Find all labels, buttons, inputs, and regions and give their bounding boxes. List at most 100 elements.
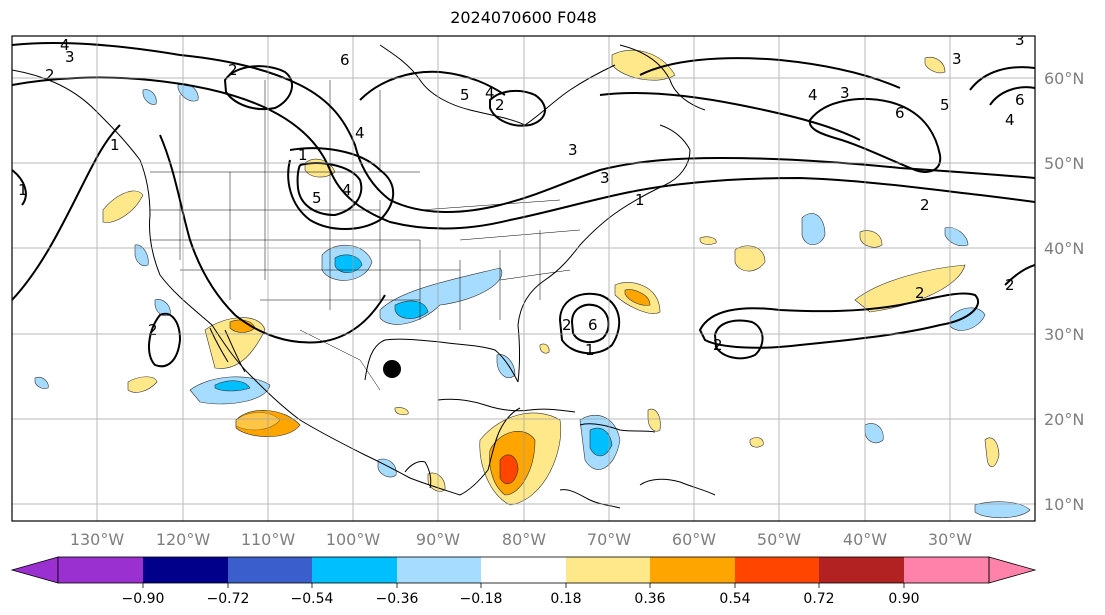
contour-label: 1	[585, 341, 595, 359]
shaded-anomaly-fields	[34, 49, 1031, 519]
pos-area-atlantic-c	[734, 245, 766, 272]
colorbar-segment	[650, 557, 735, 583]
contour-label: 1	[110, 136, 120, 154]
colorbar-tick-label: −0.18	[460, 591, 503, 607]
pos-area-east-n	[924, 57, 946, 74]
lon-label: 60°W	[672, 530, 716, 549]
latitude-labels: 60°N 50°N 40°N 30°N 20°N 10°N	[1044, 69, 1084, 514]
contour-label: 5	[460, 86, 470, 104]
colorbar-tick-label: −0.72	[207, 591, 250, 607]
contour-label: 1	[18, 181, 28, 199]
gridlines	[12, 36, 1035, 521]
lon-label: 110°W	[241, 530, 296, 549]
pos-area-greenland	[611, 49, 676, 81]
colorbar-tick-label: 0.36	[634, 591, 665, 607]
contour-label: 2	[713, 336, 723, 354]
contour-label: 5	[312, 189, 322, 207]
lon-label: 50°W	[757, 530, 801, 549]
political-boundaries	[150, 80, 581, 391]
pos-area-misc-9	[749, 437, 764, 448]
colorbar-tick-label: −0.36	[376, 591, 419, 607]
lat-label: 30°N	[1044, 325, 1084, 344]
contour-label: 6	[588, 316, 598, 334]
neg-area-bc	[142, 89, 157, 105]
contour-label: 2	[45, 66, 55, 84]
pos-area-misc-8	[699, 236, 717, 245]
colorbar-tick-label: 0.72	[803, 591, 834, 607]
lon-label: 120°W	[156, 530, 211, 549]
colorbar-segment	[904, 557, 989, 583]
contour-label: 3	[65, 48, 75, 66]
contour-label: 2	[920, 196, 930, 214]
pos-area-pacific-s	[127, 376, 158, 393]
map-title: 2024070600 F048	[450, 8, 597, 27]
contour-label: 1	[635, 191, 645, 209]
colorbar-ticks	[142, 583, 905, 588]
contour-labels: 4 3 2 2 6 5 4 2 3 4 1 5 4 1 2 3 1 3 4 3 …	[18, 36, 1025, 359]
coastlines	[12, 44, 716, 509]
contour-lines	[12, 42, 1035, 368]
colorbar-segment	[143, 557, 228, 583]
lon-label: 30°W	[928, 530, 972, 549]
colorbar: −0.90 −0.72 −0.54 −0.36 −0.18 0.18 0.36 …	[10, 556, 1037, 607]
contour-label: 2	[228, 61, 238, 79]
map-frame	[11, 35, 1036, 522]
contour-label: 2	[562, 316, 572, 334]
storm-center-marker	[383, 360, 401, 378]
lat-label: 60°N	[1044, 69, 1084, 88]
lon-label: 100°W	[326, 530, 381, 549]
contour-label: 4	[808, 86, 818, 104]
contour-label: 6	[340, 51, 350, 69]
neg-area-mexico-sw-core	[214, 380, 251, 392]
colorbar-segment	[58, 557, 143, 583]
lon-label: 130°W	[70, 530, 125, 549]
contour-label: 6	[1015, 91, 1025, 109]
lat-label: 10°N	[1044, 495, 1084, 514]
neg-area-misc-2	[944, 227, 969, 247]
colorbar-extend-high	[988, 556, 1037, 584]
colorbar-extend-low	[10, 556, 59, 584]
contour-label: 5	[940, 96, 950, 114]
colorbar-segment	[397, 557, 481, 583]
contour-label: 4	[355, 124, 365, 142]
contour-label: 3	[600, 169, 610, 187]
colorbar-tick-label: −0.90	[122, 591, 165, 607]
colorbar-tick-label: 0.90	[888, 591, 919, 607]
contour-label: 2	[148, 321, 158, 339]
colorbar-segment	[312, 557, 397, 583]
neg-area-misc-11	[134, 244, 149, 267]
neg-area-misc-10	[34, 377, 49, 389]
colorbar-segment	[481, 557, 566, 583]
pos-area-misc-6	[647, 408, 661, 432]
neg-area-mid-atlantic	[949, 307, 986, 331]
colorbar-tick-label: 0.54	[719, 591, 750, 607]
neg-area-hispaniola-core	[589, 427, 613, 457]
neg-area-east-end	[974, 501, 1031, 519]
neg-area-misc-1	[864, 423, 884, 444]
neg-area-misc-7	[496, 354, 516, 379]
longitude-labels: 130°W 120°W 110°W 100°W 90°W 80°W 70°W 6…	[70, 530, 972, 549]
lat-label: 20°N	[1044, 410, 1084, 429]
contour-label: 2	[915, 284, 925, 302]
contour-label: 2	[1005, 276, 1015, 294]
contour-label: 2	[495, 96, 505, 114]
contour-label: 6	[895, 104, 905, 122]
neg-area-east-atlantic	[801, 213, 826, 246]
pos-area-misc-13	[394, 407, 409, 416]
pos-area-pacific-mx-outer	[235, 412, 281, 431]
pos-area-azores	[984, 437, 1000, 467]
pos-area-atlantic-w-core	[624, 289, 651, 306]
colorbar-segment	[819, 557, 904, 583]
colorbar-segment	[228, 557, 312, 583]
contour-label: 4	[1005, 111, 1015, 129]
contour-label: 3	[568, 141, 578, 159]
contour-label: 1	[298, 146, 308, 164]
lon-label: 80°W	[502, 530, 546, 549]
colorbar-tick-label: −0.54	[291, 591, 334, 607]
pos-area-misc-14	[539, 343, 550, 354]
lon-label: 70°W	[587, 530, 631, 549]
pos-area-pacific-n	[102, 190, 144, 223]
contour-label: 4	[342, 181, 352, 199]
contour-label: 4	[485, 84, 495, 102]
